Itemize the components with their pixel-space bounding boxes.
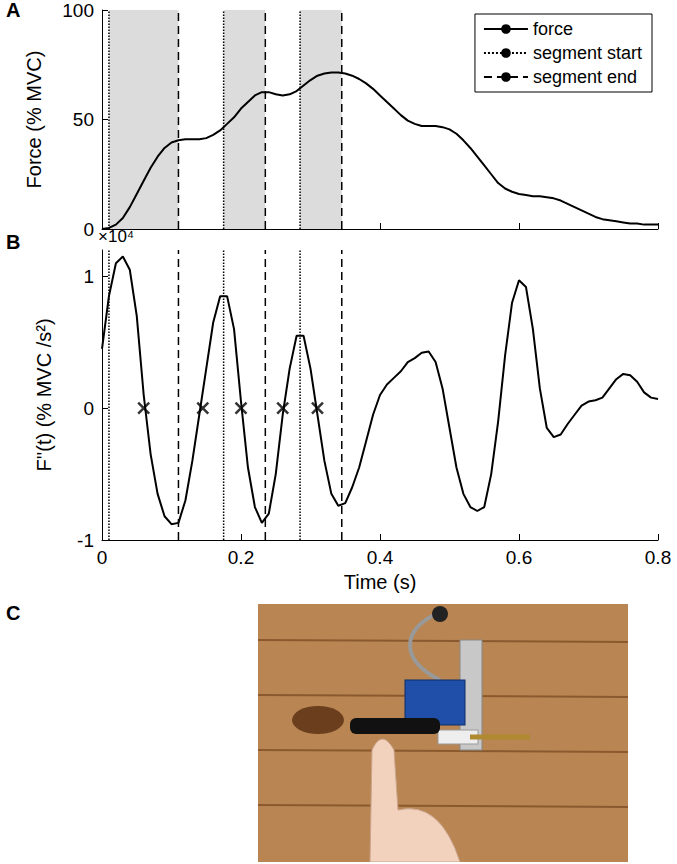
svg-text:A: A [6, 0, 20, 21]
svg-text:segment end: segment end [533, 67, 637, 87]
svg-text:B: B [6, 231, 20, 253]
svg-text:0.2: 0.2 [228, 547, 254, 568]
svg-text:100: 100 [62, 0, 94, 21]
svg-text:50: 50 [73, 109, 94, 130]
svg-text:-1: -1 [77, 530, 94, 551]
svg-text:×10⁴: ×10⁴ [98, 227, 135, 246]
svg-text:0.6: 0.6 [506, 547, 532, 568]
svg-text:0: 0 [83, 219, 94, 240]
svg-text:0: 0 [83, 398, 94, 419]
svg-text:F''(t) (% MVC /s²): F''(t) (% MVC /s²) [33, 318, 55, 471]
svg-text:0.8: 0.8 [645, 547, 671, 568]
svg-text:Time (s): Time (s) [344, 571, 417, 593]
svg-text:0: 0 [97, 547, 108, 568]
html-text:C: C [6, 602, 21, 624]
svg-text:1: 1 [83, 266, 94, 287]
svg-text:force: force [533, 19, 573, 39]
svg-text:segment start: segment start [533, 43, 642, 63]
svg-text:Force (% MVC): Force (% MVC) [23, 51, 45, 189]
svg-text:0.4: 0.4 [367, 547, 394, 568]
